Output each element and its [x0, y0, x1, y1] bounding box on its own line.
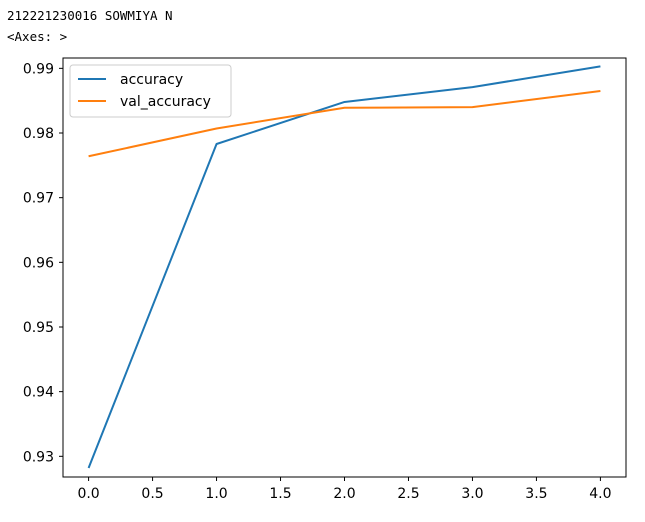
- legend-box: [69, 64, 232, 118]
- x-tick-label: 1.5: [269, 486, 291, 502]
- x-tick-label: 4.0: [589, 486, 611, 502]
- x-tick-label: 3.5: [525, 486, 547, 502]
- x-tick-label: 1.0: [205, 486, 227, 502]
- chart-ticks: 0.0 0.5 1.0 1.5 2.0 2.5 3.0 3.5 4.0 0.93 0.94 0.95 0…: [23, 61, 612, 502]
- y-tick-label: 0.95: [23, 320, 54, 336]
- y-tick-label: 0.98: [23, 126, 54, 142]
- x-tick-label: 0.5: [141, 486, 163, 502]
- x-tick-label: 2.5: [397, 486, 419, 502]
- output-text-line: 212221230016 SOWMIYA N: [7, 8, 173, 23]
- y-tick-label: 0.96: [23, 255, 54, 271]
- legend-label: accuracy: [120, 72, 183, 88]
- axes-repr-text: <Axes: >: [7, 29, 68, 44]
- x-tick-label: 2.0: [333, 486, 355, 502]
- y-tick-label: 0.94: [23, 385, 54, 401]
- chart-marks: [87, 65, 601, 469]
- y-tick-label: 0.93: [23, 449, 54, 465]
- plot-frame: [62, 57, 627, 478]
- chart-legend: accuracy val_accuracy: [69, 64, 232, 118]
- x-tick-label: 0.0: [77, 486, 99, 502]
- y-tick-label: 0.97: [23, 191, 54, 207]
- x-tick-label: 3.0: [461, 486, 483, 502]
- series-line-val_accuracy: [88, 89, 601, 158]
- legend-label: val_accuracy: [120, 94, 211, 110]
- y-tick-label: 0.99: [23, 61, 54, 77]
- series-line-accuracy: [87, 65, 601, 469]
